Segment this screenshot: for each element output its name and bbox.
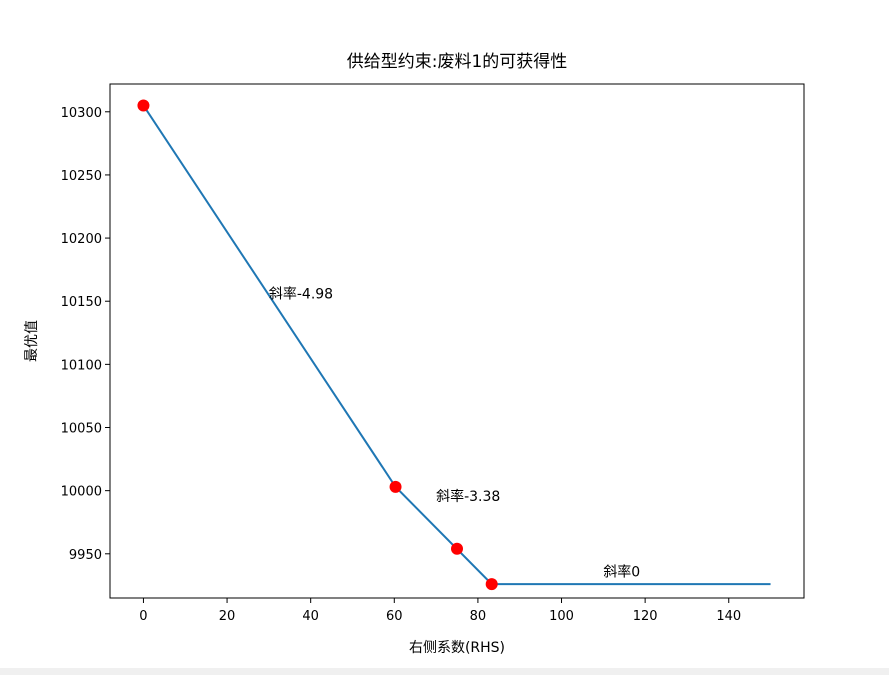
plot-frame xyxy=(109,83,805,599)
y-tick-label: 10050 xyxy=(61,422,102,437)
y-tick-label: 10250 xyxy=(61,169,102,184)
scatter-point xyxy=(137,99,150,112)
y-tick-label: 9950 xyxy=(69,548,102,563)
x-tick-label: 120 xyxy=(633,609,658,624)
chart-title: 供给型约束:废料1的可获得性 xyxy=(347,52,568,72)
x-tick-label: 40 xyxy=(302,609,319,624)
y-axis-label: 最优值 xyxy=(24,320,40,362)
scatter-point xyxy=(485,578,498,591)
slope-annotation: 斜率-3.38 xyxy=(436,488,500,505)
y-tick-label: 10100 xyxy=(61,358,102,373)
x-tick-label: 0 xyxy=(139,609,147,624)
x-tick-label: 80 xyxy=(470,609,487,624)
x-tick-label: 100 xyxy=(549,609,574,624)
x-tick-label: 20 xyxy=(219,609,236,624)
y-tick-label: 10300 xyxy=(61,106,102,121)
x-tick-label: 60 xyxy=(386,609,403,624)
slope-annotation: 斜率0 xyxy=(603,564,640,581)
y-tick-label: 10150 xyxy=(61,295,102,310)
slope-annotation: 斜率-4.98 xyxy=(269,286,333,303)
window-bottom-edge xyxy=(0,668,889,675)
series-line xyxy=(142,104,771,586)
y-tick-label: 10000 xyxy=(61,485,102,500)
x-axis-label: 右侧系数(RHS) xyxy=(409,640,505,656)
scatter-point xyxy=(389,480,402,493)
x-tick-label: 140 xyxy=(716,609,741,624)
scatter-point xyxy=(451,542,463,555)
y-tick-label: 10200 xyxy=(61,232,102,247)
